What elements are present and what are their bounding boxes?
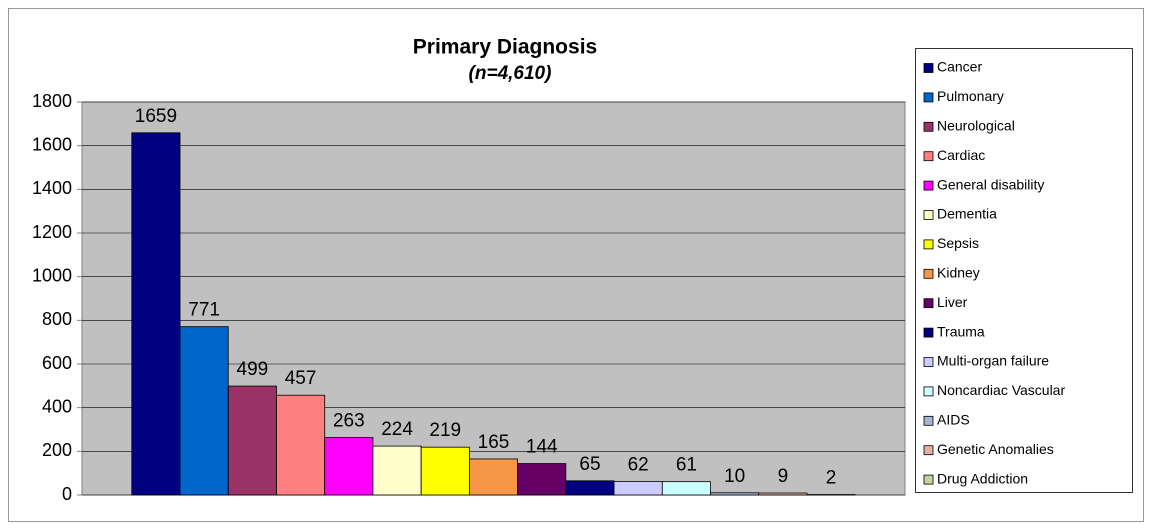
legend-label: Multi-organ failure <box>937 353 1049 369</box>
bar <box>276 394 326 496</box>
data-label: 62 <box>628 454 649 475</box>
bar <box>420 446 470 496</box>
legend-swatch <box>923 268 934 279</box>
legend-label: Trauma <box>937 323 985 339</box>
legend-label: Genetic Anomalies <box>937 441 1054 457</box>
legend-swatch <box>923 298 934 309</box>
bar <box>372 445 422 496</box>
data-label: 9 <box>778 466 789 487</box>
bar <box>710 492 760 496</box>
chart-title: Primary Diagnosis <box>413 36 597 59</box>
y-tick-label: 1200 <box>32 222 72 242</box>
data-label: 2 <box>826 468 837 489</box>
legend-swatch <box>923 63 934 73</box>
chart-subtitle: (n=4,610) <box>469 63 552 84</box>
legend-swatch <box>923 415 934 426</box>
y-tick-label: 1800 <box>32 91 72 111</box>
legend-label: Kidney <box>937 265 980 281</box>
legend-box <box>915 48 1133 493</box>
data-label: 219 <box>429 420 461 441</box>
data-label: 1659 <box>135 106 177 127</box>
bar <box>131 132 181 496</box>
data-label: 144 <box>526 437 558 458</box>
bar <box>661 481 711 496</box>
legend-label: AIDS <box>937 412 970 428</box>
bar <box>227 385 277 496</box>
legend-swatch <box>923 239 934 250</box>
bar <box>468 458 519 496</box>
y-tick-label: 1400 <box>32 178 72 198</box>
data-label: 165 <box>478 432 510 453</box>
y-tick-label: 200 <box>42 440 72 460</box>
legend-label: Cancer <box>937 59 982 75</box>
y-tick-label: 400 <box>42 396 72 416</box>
legend-label: Neurological <box>937 118 1015 134</box>
y-tick-label: 1000 <box>32 265 72 285</box>
bar <box>179 326 229 496</box>
data-label: 457 <box>285 368 317 389</box>
data-label: 499 <box>237 359 269 380</box>
legend-label: General disability <box>937 176 1044 192</box>
data-label: 61 <box>676 455 697 476</box>
legend-swatch <box>923 445 934 456</box>
legend-label: Cardiac <box>937 147 985 163</box>
legend-label: Drug Addiction <box>937 470 1028 486</box>
data-label: 10 <box>724 466 745 487</box>
legend-swatch <box>923 151 934 162</box>
legend-swatch <box>923 327 934 338</box>
legend-label: Liver <box>937 294 968 310</box>
data-label: 224 <box>381 419 413 440</box>
bar <box>517 463 567 496</box>
legend-swatch <box>923 121 934 132</box>
legend-swatch <box>923 357 934 367</box>
y-tick-label: 1600 <box>32 134 72 154</box>
legend-swatch <box>923 92 934 103</box>
data-label: 263 <box>333 411 365 432</box>
legend-swatch <box>923 210 934 220</box>
bar <box>613 481 663 496</box>
y-tick-label: 800 <box>42 309 72 329</box>
y-tick-label: 0 <box>62 484 72 504</box>
legend-label: Sepsis <box>937 235 979 251</box>
bar <box>565 480 615 496</box>
y-tick-label: 600 <box>42 353 72 373</box>
legend-label: Pulmonary <box>937 88 1004 104</box>
legend-swatch <box>923 180 934 191</box>
legend-label: Dementia <box>937 206 997 222</box>
bar <box>758 492 808 496</box>
bar <box>324 437 374 496</box>
legend-label: Noncardiac Vascular <box>937 382 1065 398</box>
data-label: 771 <box>188 300 220 321</box>
data-label: 65 <box>579 454 600 475</box>
legend-swatch <box>923 386 934 397</box>
legend-swatch <box>923 474 934 485</box>
